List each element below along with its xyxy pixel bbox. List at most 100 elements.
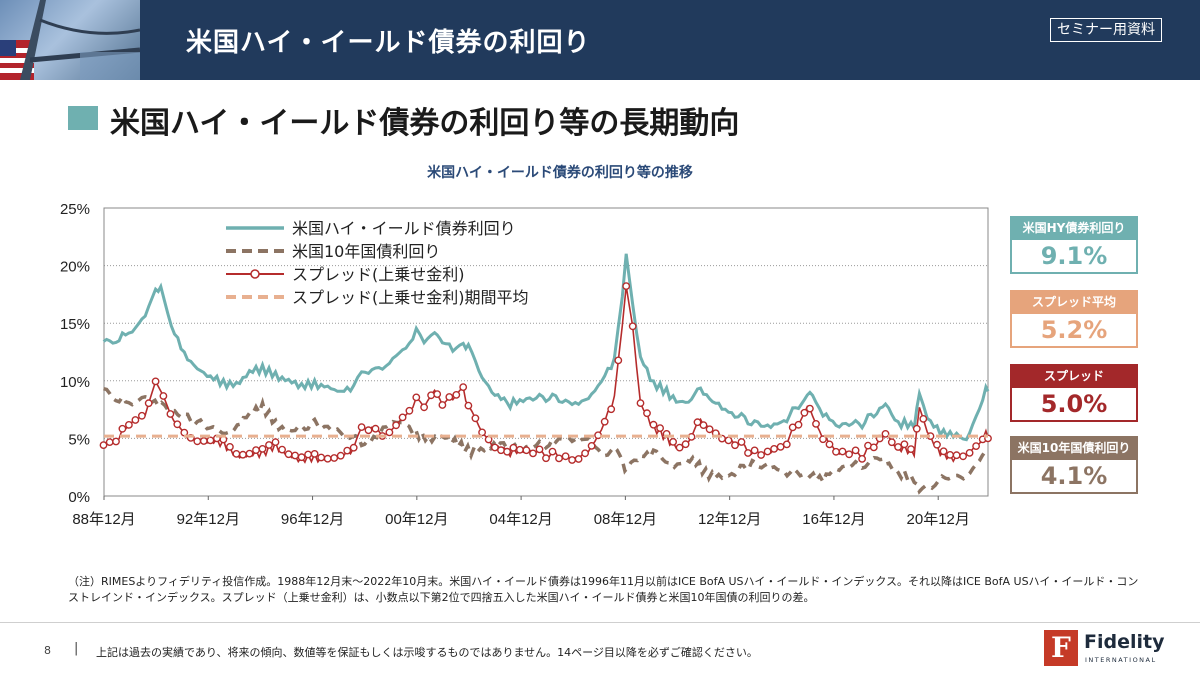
side-box-value: 4.1% [1010, 460, 1138, 494]
spread-point [131, 416, 140, 424]
side-box-value: 5.2% [1010, 314, 1138, 348]
side-box-value: 5.0% [1010, 388, 1138, 422]
header-photo [0, 0, 140, 80]
spread-point [258, 444, 267, 453]
section-marker [68, 106, 98, 130]
spread-point [445, 393, 454, 401]
spread-point [693, 418, 702, 427]
spread-point [137, 411, 146, 420]
side-box: 米国10年国債利回り 4.1% [1010, 436, 1138, 494]
spread-point [478, 428, 486, 437]
spread-point [555, 454, 563, 463]
spread-point [542, 454, 550, 463]
spread-point [464, 401, 473, 410]
spread-point [323, 454, 332, 463]
spread-point [933, 440, 941, 449]
spread-point [636, 399, 645, 408]
spread-point [199, 437, 208, 445]
spread-point [656, 424, 664, 432]
footer-separator: | [74, 641, 79, 656]
spread-point [124, 420, 133, 429]
spread-point [497, 446, 505, 455]
spread-point [763, 447, 772, 456]
spread-point [398, 413, 407, 422]
spread-point [420, 403, 428, 412]
legend-label: 米国10年国債利回り [292, 242, 440, 261]
spread-point [832, 447, 840, 456]
spread-point [622, 282, 631, 291]
y-tick-label: 5% [68, 431, 90, 448]
spread-point [252, 446, 260, 454]
spread-point [238, 450, 247, 459]
bridge-flag-icon [0, 0, 140, 80]
spread-point [151, 377, 160, 386]
page-number: 8 [44, 644, 51, 657]
spread-point [438, 401, 447, 409]
spread-point [516, 445, 524, 454]
x-tick-label: 12年12月 [698, 511, 761, 528]
spread-point [535, 445, 544, 454]
spread-point [894, 443, 902, 451]
spread-point [166, 410, 175, 418]
spread-point [757, 451, 765, 459]
spread-point [887, 438, 896, 447]
spread-point [297, 453, 306, 462]
spread-point [965, 448, 974, 457]
spread-point [581, 449, 589, 458]
x-tick-label: 00年12月 [385, 511, 448, 528]
y-tick-label: 25% [60, 201, 90, 218]
spread-point [675, 443, 684, 452]
fidelity-logo[interactable]: F Fidelity INTERNATIONAL [1044, 630, 1164, 668]
x-tick-label: 96年12月 [281, 511, 344, 528]
spread-point [681, 440, 690, 449]
spread-point [600, 417, 609, 426]
spread-point [271, 438, 280, 446]
spread-point [794, 420, 803, 429]
series-us10y [103, 386, 990, 495]
spread-point [490, 443, 499, 452]
spread-point [278, 445, 286, 454]
spread-point [869, 443, 878, 452]
legend-label: スプレッド(上乗せ金利) [292, 265, 465, 284]
spread-point [105, 438, 114, 446]
spread-point [737, 438, 746, 446]
legend-marker [250, 269, 260, 279]
spread-point [587, 441, 596, 450]
spread-point [907, 445, 915, 453]
spread-point [225, 442, 234, 451]
spread-point [574, 455, 583, 463]
side-box: スプレッド 5.0% [1010, 364, 1138, 422]
spread-point [291, 451, 299, 460]
x-tick-label: 16年12月 [802, 511, 865, 528]
spread-point [568, 456, 576, 464]
spread-point [750, 446, 759, 455]
logo-subtext: INTERNATIONAL [1085, 656, 1157, 664]
spread-point [800, 408, 809, 417]
spread-point [159, 392, 168, 400]
spread-point [392, 421, 400, 430]
spread-point [112, 437, 120, 446]
spread-point [232, 449, 241, 458]
series-hy-yield [102, 253, 990, 442]
spread-point [245, 449, 254, 458]
spread-point [952, 451, 961, 460]
spread-point [643, 409, 651, 418]
chart-grid [104, 265, 988, 439]
x-tick-label: 92年12月 [177, 511, 240, 528]
spread-point [858, 454, 866, 463]
spread-point [206, 436, 215, 445]
spread-point [503, 447, 511, 456]
header-bar: 米国ハイ・イールド債券の利回り セミナー用資料 [0, 0, 1200, 80]
spread-point [939, 447, 948, 456]
material-badge: セミナー用資料 [1050, 18, 1162, 42]
spread-point [972, 442, 980, 450]
spread-point [851, 446, 860, 455]
spread-point [317, 453, 326, 462]
spread-point [349, 443, 358, 452]
spread-point [284, 450, 293, 459]
x-tick-label: 04年12月 [489, 511, 552, 528]
spread-point [614, 356, 623, 365]
chart-series [99, 253, 992, 495]
spread-point [919, 414, 928, 423]
